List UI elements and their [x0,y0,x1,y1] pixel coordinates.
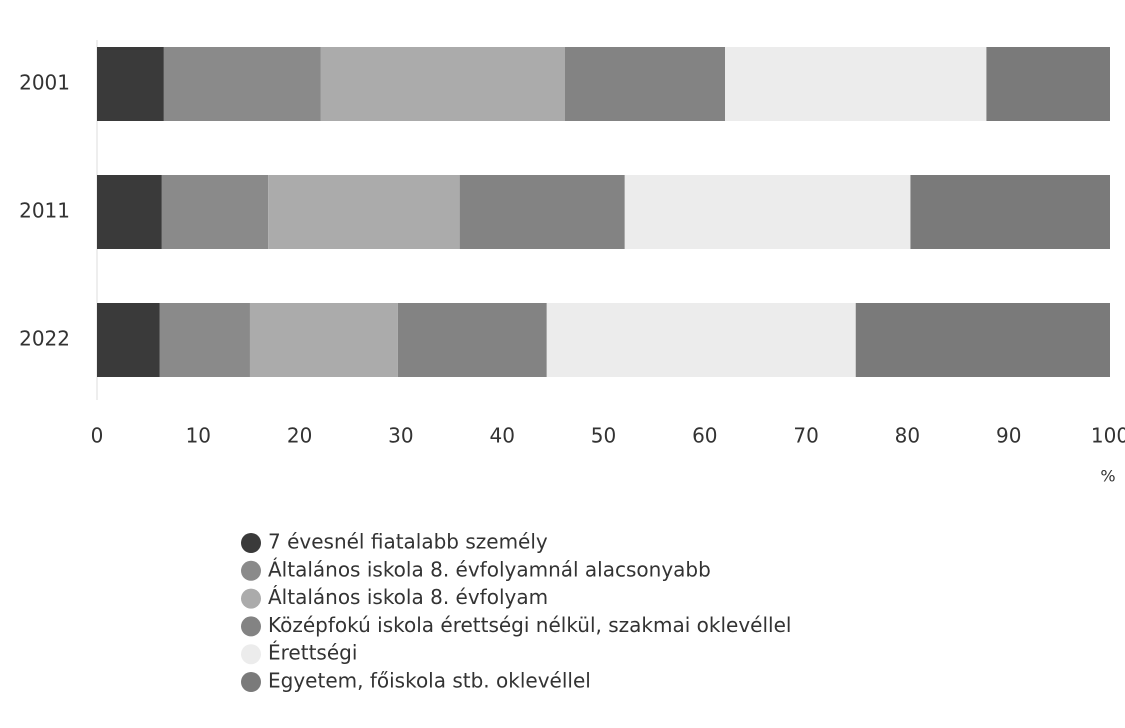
x-tick-label: 20 [287,424,312,448]
x-tick-label: 100 [1091,424,1125,448]
x-tick-label: 30 [388,424,413,448]
x-tick-label: 90 [996,424,1021,448]
x-tick-label: 50 [591,424,616,448]
legend-marker [241,533,261,553]
bar-segment [565,47,726,121]
bar-segment [910,175,1110,249]
legend-label: Általános iskola 8. évfolyamnál alacsony… [268,557,711,581]
bar-segment [97,47,164,121]
bar-segment [986,47,1110,121]
x-tick-label: 0 [91,424,104,448]
legend-label: 7 évesnél fiatalabb személy [268,530,548,554]
x-tick-label: 60 [692,424,717,448]
bar-segment [855,303,1110,377]
bar-segment [159,303,250,377]
y-tick-label: 2022 [19,327,70,351]
x-axis-label: % [1100,467,1115,486]
legend-marker [241,588,261,609]
x-tick-label: 10 [186,424,211,448]
bar-segment [397,303,547,377]
bar-segment [459,175,625,249]
legend-marker [241,644,261,665]
legend-marker [241,672,261,692]
bar-segment [320,47,566,121]
legend-label: Egyetem, főiskola stb. oklevéllel [268,669,591,693]
x-tick-label: 70 [793,424,818,448]
bar-segment [161,175,269,249]
bar-segment [268,175,460,249]
bar-segment [97,303,160,377]
legend-marker [241,616,261,637]
y-tick-label: 2001 [19,71,70,95]
y-tick-label: 2011 [19,199,70,223]
bar-segment [725,47,987,121]
legend-label: Érettségi [268,641,357,665]
x-tick-label: 40 [489,424,514,448]
bar-segment [249,303,398,377]
bar-segment [163,47,321,121]
bar-segment [624,175,911,249]
x-tick-label: 80 [895,424,920,448]
bar-segment [546,303,856,377]
legend-marker [241,560,261,581]
bar-segment [97,175,162,249]
legend-label: Általános iskola 8. évfolyam [268,585,548,609]
legend-label: Középfokú iskola érettségi nélkül, szakm… [268,613,791,637]
